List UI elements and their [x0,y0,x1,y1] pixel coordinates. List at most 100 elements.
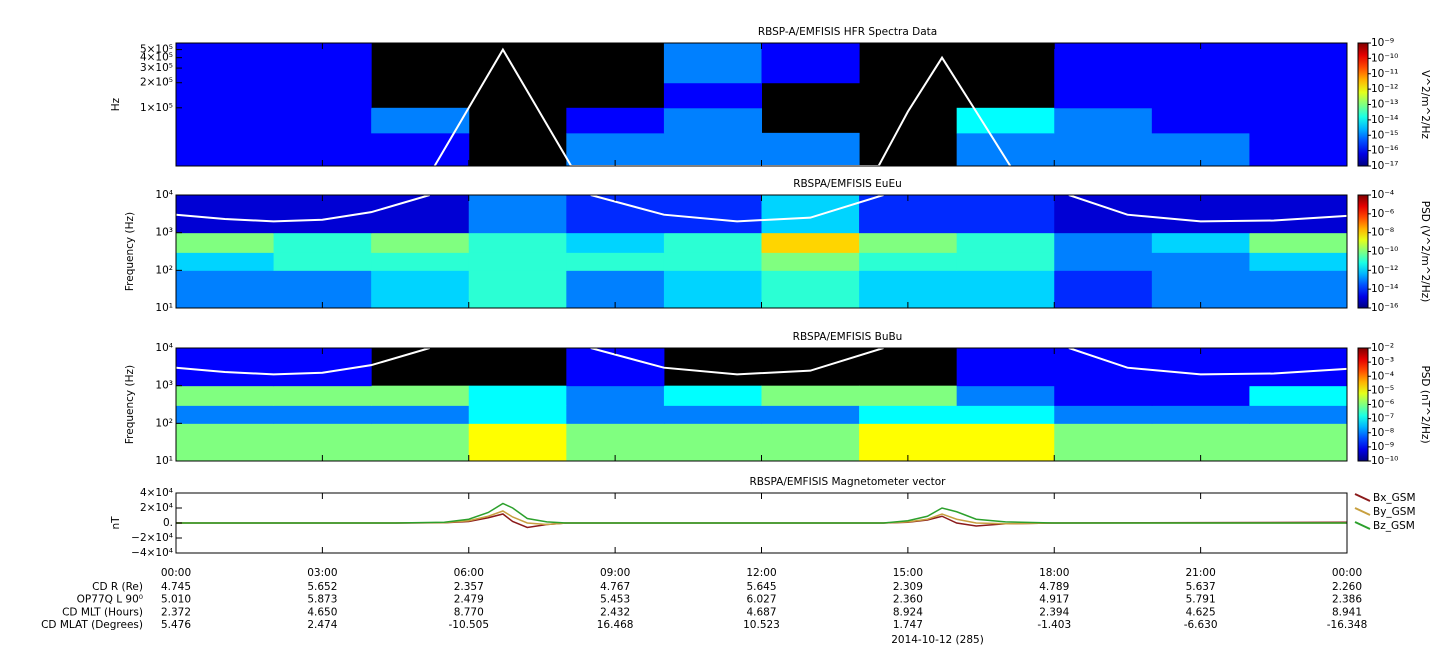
colorbar-tick-label: 10⁻¹⁵ [1371,129,1398,141]
x-tick-label: 12:00 [746,567,776,579]
cells [176,43,1347,166]
spectrogram-cell [176,132,275,166]
colorbar-tick-label: 10⁻⁴ [1371,189,1394,201]
spectrogram-cell [566,252,665,271]
panel-title: RBSPA/EMFISIS EuEu [793,178,902,190]
colorbar-tick-label: 10⁻⁹ [1371,441,1394,453]
ephemeris-value: 2.372 [161,606,191,618]
spectrogram-cell [1054,107,1153,134]
colorbar-tick-label: 10⁻¹⁰ [1371,52,1398,64]
spectrogram-cell [468,385,567,406]
ephemeris-value: 16.468 [597,619,634,631]
spectrogram-cell [176,270,275,308]
colorbar-tick-label: 10⁻⁸ [1371,427,1394,439]
colorbar-tick-label: 10⁻³ [1371,356,1394,368]
ephemeris-value: 5.476 [161,619,191,631]
overlay-line [1068,195,1347,223]
spectrogram-cell [1054,195,1153,234]
colorbar-tick-label: 10⁻⁵ [1371,384,1394,396]
spectrogram-cell [956,348,1055,387]
panel-title: RBSPA/EMFISIS Magnetometer vector [750,476,947,488]
y-tick-label: 5×10⁵ [140,44,173,56]
ephemeris-value: 10.523 [743,619,780,631]
x-tick-label: 18:00 [1039,567,1069,579]
ephemeris-value: 4.687 [746,606,776,618]
spectrogram-cell [371,423,470,461]
spectrogram-cell [371,252,470,271]
colorbar-tick-label: 10⁻⁶ [1371,399,1394,411]
ephemeris-value: 5.637 [1186,581,1216,593]
y-tick-label: −2×10⁴ [131,532,173,544]
spectrogram-cell [663,252,762,271]
y-tick-label: 2×10⁴ [140,502,173,514]
overlay-line [590,348,884,376]
colorbar-tick-label: 10⁻¹⁶ [1371,145,1398,157]
overlay-line [176,195,430,223]
ephemeris-value: 5.645 [746,581,776,593]
data-line [176,513,1348,529]
colorbar-label: V^2/m^2/Hz [1419,70,1431,139]
spectrogram-cell [956,232,1055,253]
spectrogram-cell [1151,43,1250,84]
spectrogram-cell [566,270,665,308]
spectrogram-cell [273,107,372,134]
x-tick-label: 03:00 [307,567,337,579]
spectrogram-cell [1249,270,1347,308]
spectrogram-cell [663,423,762,461]
date-label: 2014-10-12 (285) [891,634,984,646]
y-axis-label: nT [110,516,122,530]
y-tick-label: 10² [155,264,173,276]
spectrogram-cell [566,423,665,461]
spectrogram-cell [1249,385,1347,406]
spectrogram-cell [371,195,470,234]
spectrogram-cell [859,270,958,308]
spectrogram-cell [1054,270,1153,308]
spectrogram-cell [1151,252,1250,271]
y-axis-label: Frequency (Hz) [124,212,136,291]
spectrogram-cell [663,107,762,134]
spectrogram-cell [859,385,958,406]
spectrogram-cell [566,385,665,406]
spectrogram-cell [859,195,958,234]
spectrogram-cell [273,232,372,253]
x-tick-label: 00:00 [1332,567,1362,579]
x-tick-label: 15:00 [893,567,923,579]
spectrogram-cell [761,43,860,84]
spectrogram-cell [859,423,958,461]
x-tick-label: 06:00 [454,567,484,579]
ephemeris-value: 2.479 [454,594,484,606]
colorbar [1357,347,1369,462]
colorbar-tick-label: 10⁻¹² [1371,83,1398,95]
spectrogram-cell [663,232,762,253]
y-tick-label: −4×10⁴ [131,547,173,559]
spectrogram-cell [176,405,275,424]
spectrogram-cell [663,195,762,234]
x-tick-label: 21:00 [1185,567,1215,579]
ephemeris-value: 2.394 [1039,606,1069,618]
spectrogram-cell [859,252,958,271]
spectrogram-cell [1249,348,1347,387]
spectrogram-cell [956,195,1055,234]
spectrogram-cell [566,405,665,424]
spectrogram-cell [956,423,1055,461]
spectrogram-cell [1151,232,1250,253]
spectrogram-cell [1054,348,1153,387]
spectrogram-cell [1151,405,1250,424]
spectrogram-cell [176,423,275,461]
spectrogram-cell [761,195,860,234]
y-tick-label: 10⁴ [155,189,173,201]
colorbar-tick-label: 10⁻¹⁰ [1371,246,1398,258]
ephemeris-value: 2.386 [1332,594,1362,606]
x-tick-label: 09:00 [600,567,630,579]
spectrogram-cell [761,270,860,308]
y-tick-label: 10³ [155,227,173,239]
colorbar-tick-label: 10⁻¹⁴ [1371,283,1398,295]
spectrogram-cell [273,385,372,406]
colorbar-tick-label: 10⁻¹⁰ [1371,455,1398,467]
y-tick-label: 1×10⁵ [140,102,173,114]
spectrogram-cell [1151,385,1250,406]
ephemeris-value: 4.917 [1039,594,1069,606]
spectrogram-cell [761,132,860,166]
overlay-line [1068,348,1347,376]
spectrogram-cell [1249,232,1347,253]
